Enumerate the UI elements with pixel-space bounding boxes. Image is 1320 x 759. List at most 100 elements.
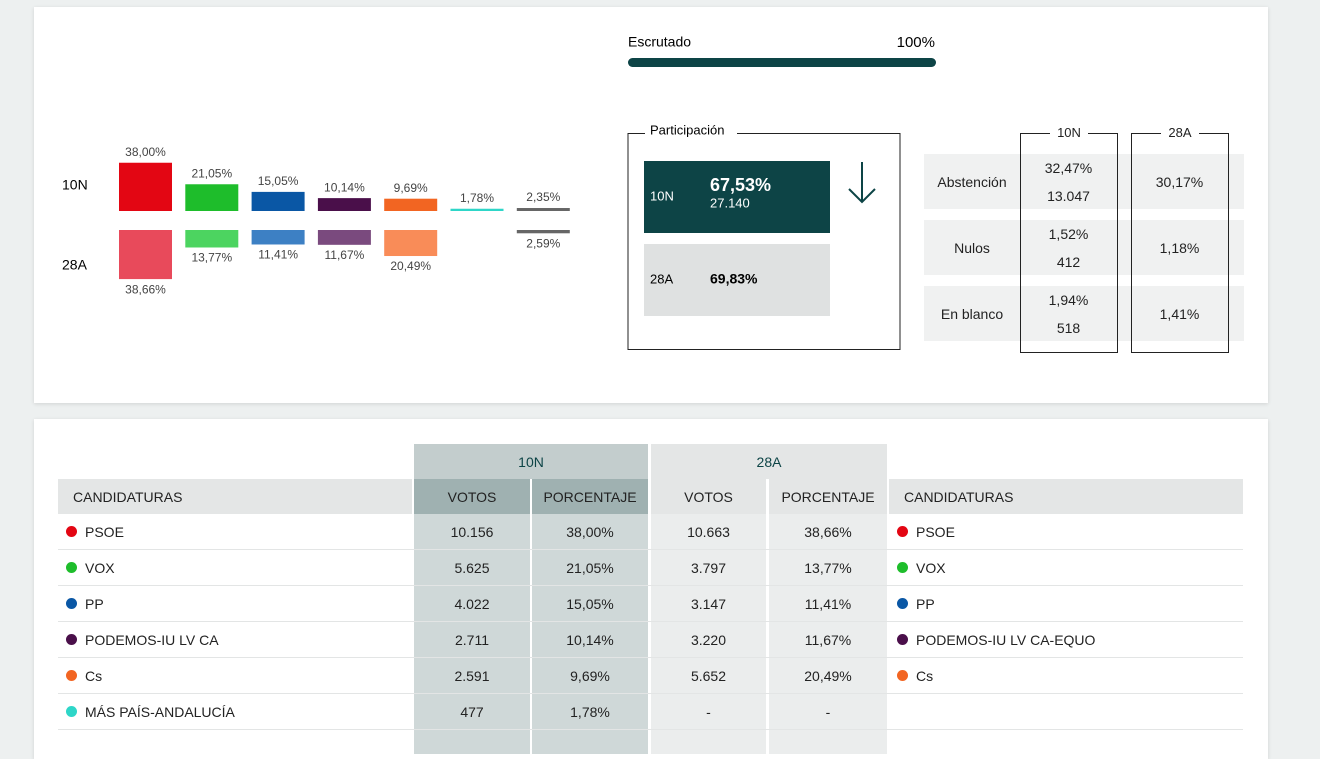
series-label: 10N (62, 177, 88, 193)
column-bg (769, 514, 887, 754)
value-label: 11,41% (258, 248, 298, 262)
party-dot (66, 526, 77, 537)
value-percent: 32,47% (1044, 160, 1093, 176)
row-bg (924, 220, 1244, 275)
column-header: CANDIDATURAS (889, 479, 1243, 514)
row-bg (924, 154, 1244, 209)
value-cell: 3.147 (690, 595, 727, 612)
value-cell: 13,77% (804, 559, 852, 576)
progress-bar (628, 58, 936, 67)
chart: Escrutado 100% Participación 10N 67,53% … (62, 34, 936, 350)
column-header: 10N (1050, 124, 1088, 140)
bar (516, 208, 570, 211)
participation-percent: 67,53% (710, 175, 771, 195)
value-cell: 38,00% (566, 523, 614, 540)
value-cell: 2.711 (455, 631, 489, 648)
value-cell: 9,69% (570, 667, 610, 684)
party-cell: PSOE (58, 514, 412, 549)
value-label: 15,05% (258, 174, 299, 188)
column-header: VOTOS (651, 479, 766, 514)
party-name: PSOE (916, 523, 955, 540)
party-name: PP (85, 595, 104, 612)
value-label: 11,67% (324, 248, 364, 262)
bar (384, 230, 438, 257)
row-separator (58, 729, 1243, 730)
value-votes: 518 (1056, 320, 1081, 336)
bar (251, 191, 305, 211)
value-label: 38,00% (125, 145, 166, 159)
series-label: 28A (62, 257, 88, 273)
value-cell: 10.156 (450, 523, 494, 540)
group-header: 10N (414, 444, 648, 479)
bar (251, 230, 305, 245)
value-cell: 3.797 (690, 559, 727, 576)
value-label: 9,69% (394, 181, 428, 195)
value-cell: 10.663 (687, 523, 730, 540)
bar (516, 230, 570, 234)
party-dot (66, 670, 77, 681)
value-votes: 412 (1056, 254, 1081, 270)
value-cell: 1,78% (570, 703, 610, 720)
value-cell: 5.652 (690, 667, 727, 684)
value-label: 10,14% (324, 180, 365, 194)
value-label: 2,59% (526, 236, 560, 250)
party-dot (897, 634, 908, 645)
page: { "summary": {"scrutiny_label": "Escruta… (34, 7, 1268, 759)
party-cell: VOX (58, 550, 412, 585)
party-dot (897, 670, 908, 681)
participation-label: 28A (650, 271, 673, 286)
bar (185, 230, 239, 248)
value-cell: 5.625 (454, 559, 490, 576)
party-name: PODEMOS-IU LV CA-EQUO (916, 631, 1096, 648)
row-separator (58, 549, 1243, 550)
value-votes: 13.047 (1047, 188, 1090, 204)
value-label: 13,77% (191, 251, 232, 265)
value-cell: 2.591 (454, 667, 490, 684)
party-dot (66, 706, 77, 717)
value-cell: 11,41% (804, 595, 852, 612)
row-label: En blanco (940, 305, 1004, 322)
column-frame (1020, 133, 1118, 353)
participation-label: 10N (650, 188, 674, 203)
value-cell: - (825, 703, 831, 720)
column-header: CANDIDATURAS (58, 479, 412, 514)
participation-title: Participación (650, 122, 724, 137)
party-name: PODEMOS-IU LV CA (85, 631, 219, 648)
party-name: PSOE (85, 523, 124, 540)
scrutiny-label: Escrutado (628, 34, 691, 50)
party-dot (897, 598, 908, 609)
party-dot (66, 634, 77, 645)
participation-10n (644, 161, 830, 233)
column-header: VOTOS (414, 479, 530, 514)
participation-percent: 69,83% (710, 271, 758, 287)
party-name: VOX (916, 559, 946, 576)
bar (119, 162, 172, 211)
party-cell: Cs (58, 658, 412, 693)
column-bg (532, 514, 648, 754)
value-cell: - (706, 703, 711, 720)
row-separator (58, 621, 1243, 622)
bar (450, 208, 504, 211)
down-arrow (848, 162, 876, 204)
party-dot (66, 598, 77, 609)
bar (317, 230, 371, 245)
column-bg (651, 514, 766, 754)
value-cell: 20,49% (804, 667, 852, 684)
column-header: PORCENTAJE (769, 479, 887, 514)
party-cell: PP (889, 586, 1243, 621)
scrutiny-value: 100% (897, 34, 935, 51)
value-percent: 1,41% (1159, 305, 1200, 322)
party-cell: PP (58, 586, 412, 621)
row-bg (924, 286, 1244, 341)
party-cell: PODEMOS-IU LV CA-EQUO (889, 622, 1243, 657)
party-dot (66, 562, 77, 573)
row-separator (58, 693, 1243, 694)
party-cell: VOX (889, 550, 1243, 585)
party-dot (897, 562, 908, 573)
value-cell: 15,05% (566, 595, 614, 612)
column-bg (414, 514, 530, 754)
value-cell: 11,67% (804, 631, 852, 648)
row-separator (58, 585, 1243, 586)
participation-28a (644, 244, 830, 316)
value-percent: 1,94% (1048, 292, 1089, 308)
